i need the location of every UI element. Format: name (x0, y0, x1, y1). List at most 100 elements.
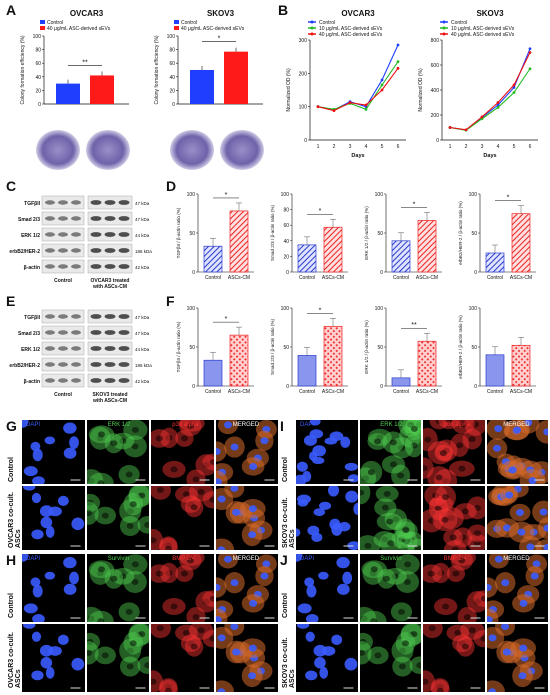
nucleus (45, 666, 55, 679)
cell (429, 420, 449, 430)
bar (229, 334, 249, 387)
cell-nucleus-shadow (442, 477, 450, 484)
cell-nucleus-shadow (472, 421, 480, 428)
data-point (496, 101, 500, 104)
y-axis-label: TGFβII / β-actin ratio (%) (176, 321, 181, 372)
bar (511, 344, 531, 387)
micro-channel-label: MERGED (232, 556, 260, 562)
nucleus (515, 509, 524, 517)
cell-nucleus-shadow (391, 573, 399, 580)
bar (323, 325, 343, 387)
y-tick-label: 50 (283, 345, 289, 351)
micro-tile: ERK 1/2 (86, 420, 149, 484)
cell (473, 590, 485, 607)
cell-nucleus-shadow (126, 522, 134, 529)
nucleus (492, 444, 501, 452)
nucleus (313, 644, 327, 657)
nucleus (493, 425, 502, 433)
x-tick-label: ASCs-CM (510, 275, 532, 281)
legend-label: 40 μg/mL ASC-derived sEVs (181, 26, 245, 32)
micro-cells (151, 486, 214, 550)
bar (203, 245, 223, 273)
nucleus (309, 420, 321, 426)
densitometry-row-f: 0 50 100 TGFβII / β-actin ratio (%) Control A… (172, 300, 550, 408)
nucleus (223, 421, 232, 429)
blot-band (71, 216, 81, 221)
legend-marker (310, 32, 314, 36)
micro-tile (423, 624, 485, 692)
y-axis-label: ERK 1/2 / β-actin ratio (%) (364, 206, 369, 260)
nucleus (40, 657, 53, 669)
nucleus (296, 528, 301, 537)
blot-band (58, 232, 68, 237)
nucleus (71, 517, 85, 531)
y-tick-label: 100 (187, 192, 196, 198)
data-point (364, 103, 368, 107)
nucleus (344, 657, 358, 671)
nucleus (22, 420, 29, 428)
x-tick-label: ASCs-CM (322, 389, 344, 395)
cell-nucleus-shadow (180, 435, 188, 442)
cell-nucleus-shadow (463, 614, 471, 621)
bar (190, 70, 214, 104)
nucleus (502, 648, 511, 656)
nucleus (500, 624, 509, 631)
x-axis-label: Days (483, 153, 496, 159)
cell-nucleus-shadow (427, 517, 435, 524)
cell-nucleus-shadow (170, 466, 178, 473)
nucleus (32, 584, 43, 598)
blot-band (58, 346, 68, 351)
cell-nucleus-shadow (361, 475, 369, 482)
cell-nucleus-shadow (97, 566, 105, 573)
nucleus (31, 529, 44, 540)
nucleus (486, 616, 493, 622)
cell-nucleus-shadow (97, 431, 105, 438)
y-tick-label: 80 (283, 208, 289, 214)
panel-label-h: H (6, 552, 17, 568)
y-tick-label: 300 (299, 38, 308, 44)
nucleus (44, 571, 56, 580)
x-tick-label: 4 (497, 144, 500, 150)
nucleus (247, 672, 256, 680)
nucleus (347, 474, 358, 483)
micro-tile (215, 624, 278, 692)
cell-nucleus-shadow (129, 640, 137, 647)
blot-protein-label: ERK 1/2 (21, 233, 40, 239)
panel-label-f: F (166, 293, 175, 309)
cell-nucleus-shadow (126, 647, 134, 654)
micro-tile (215, 486, 278, 550)
data-point (496, 103, 500, 107)
nucleus (215, 583, 221, 591)
legend-marker (442, 26, 446, 30)
dish-skov3-control (170, 130, 214, 170)
nucleus (69, 436, 79, 449)
y-axis-label: TGFβII / β-actin ratio (%) (176, 207, 181, 258)
cell-nucleus-shadow (137, 631, 145, 638)
cell-nucleus-shadow (427, 570, 435, 577)
x-tick-label: Control (487, 275, 503, 281)
x-tick-label: 5 (513, 144, 516, 150)
y-tick-label: 20 (169, 88, 175, 94)
cell (137, 656, 149, 674)
micro-tile: Survivin (359, 554, 421, 622)
nucleus (313, 508, 326, 517)
data-point (512, 91, 516, 94)
cell-nucleus-shadow (360, 615, 368, 622)
blot-band (58, 248, 68, 253)
nucleus (23, 603, 38, 614)
cell (159, 679, 178, 692)
chart-title: SKOV3 (207, 9, 235, 18)
densitometry-chart: 0 50 100 Smad 2/3 / β-actin ratio (%) Contro… (270, 306, 348, 395)
cell-nucleus-shadow (423, 465, 428, 472)
legend-label: 40 μg/mL ASC-derived sEVs (319, 32, 383, 38)
blot-band (104, 362, 116, 367)
data-point (496, 106, 500, 109)
cell (86, 641, 99, 665)
blot-kda-label: 185 kDa (135, 363, 152, 368)
nucleus (518, 672, 527, 680)
x-tick-label: ASCs-CM (228, 275, 250, 281)
y-tick-label: 0 (474, 270, 477, 276)
